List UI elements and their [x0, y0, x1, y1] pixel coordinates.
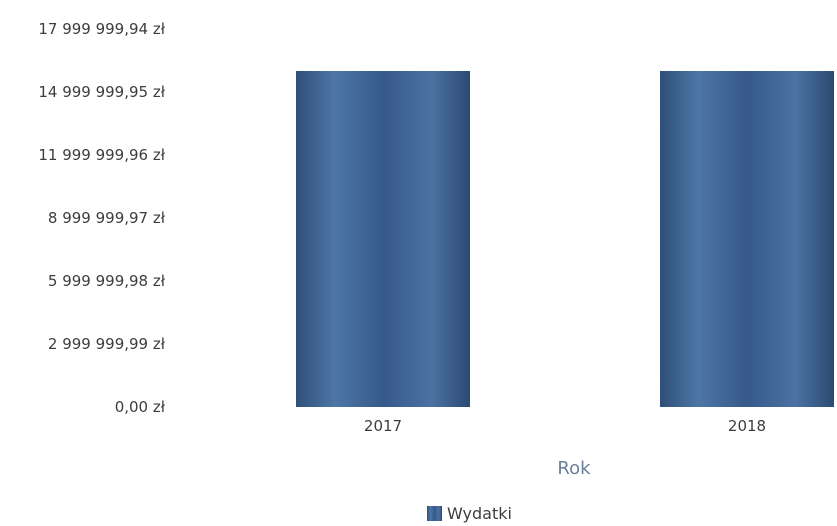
bar-2017 — [296, 71, 470, 407]
bars — [296, 71, 834, 407]
y-tick-label: 0,00 zł — [115, 398, 166, 416]
x-axis-title: Rok — [557, 458, 591, 479]
legend: Wydatki — [427, 504, 512, 523]
y-tick-label: 2 999 999,99 zł — [48, 335, 166, 353]
y-tick-label: 17 999 999,94 zł — [38, 20, 165, 38]
x-axis-ticks: 2017 2018 — [364, 417, 766, 435]
y-tick-label: 14 999 999,95 zł — [38, 83, 165, 101]
legend-label-wydatki: Wydatki — [447, 504, 512, 523]
x-tick-label-2017: 2017 — [364, 417, 402, 435]
y-tick-label: 8 999 999,97 zł — [48, 209, 166, 227]
x-tick-label-2018: 2018 — [728, 417, 766, 435]
legend-swatch — [427, 506, 442, 521]
y-tick-label: 5 999 999,98 zł — [48, 272, 166, 290]
y-tick-label: 11 999 999,96 zł — [38, 146, 165, 164]
bar-2018 — [660, 71, 834, 407]
y-axis-ticks: 17 999 999,94 zł 14 999 999,95 zł 11 999 9… — [38, 20, 165, 416]
